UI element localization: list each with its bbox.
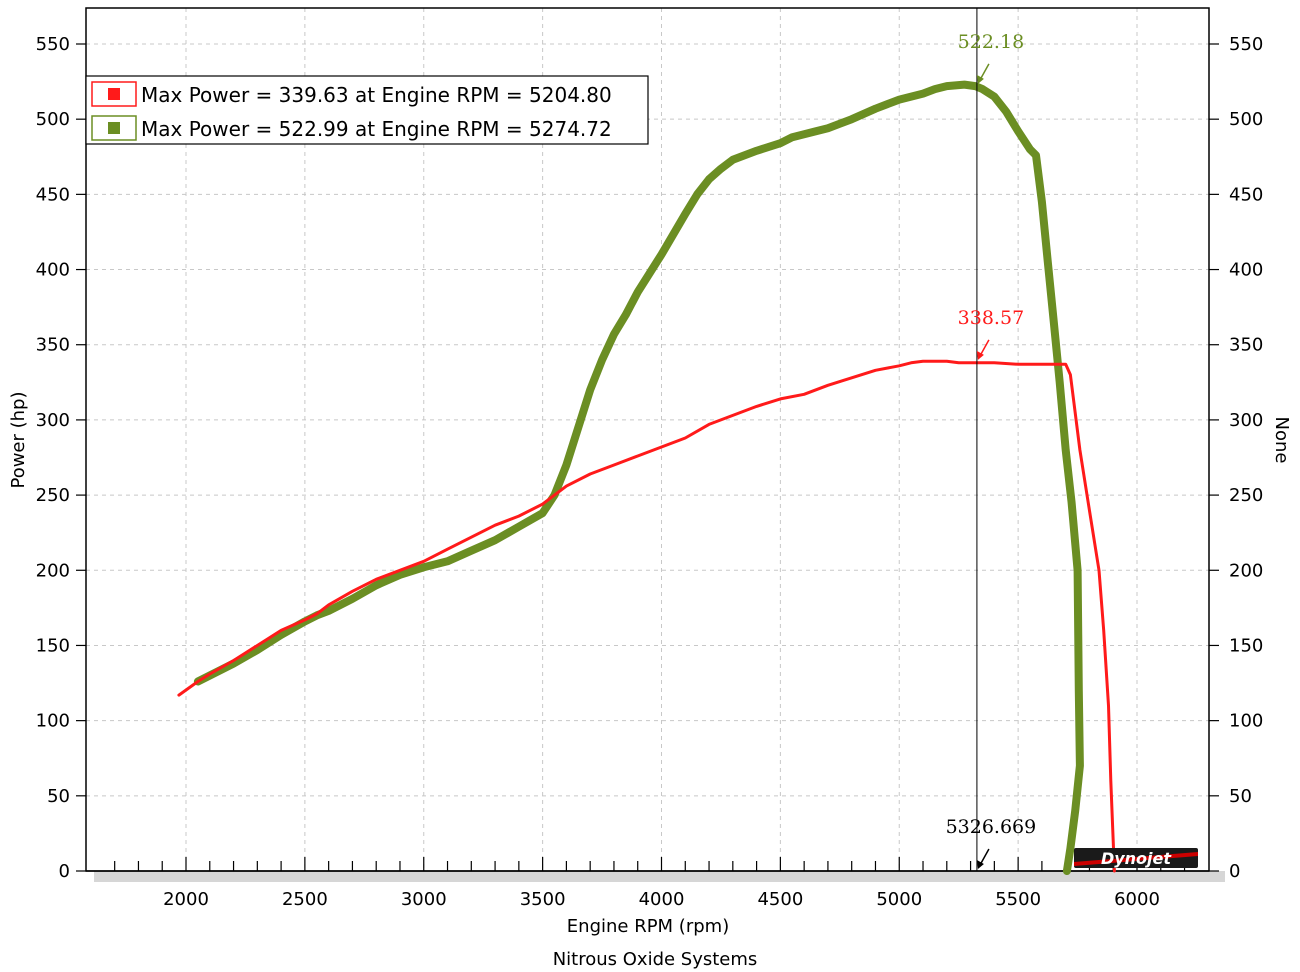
annotation-arrowhead [976,74,984,84]
annotation-label: 522.18 [958,31,1024,53]
y-tick-label-left: 150 [36,635,70,656]
annotation-label: 5326.669 [946,816,1037,838]
y-tick-label-right: 450 [1229,184,1263,205]
legend: Max Power = 339.63 at Engine RPM = 5204.… [85,75,649,145]
x-tick-label: 2500 [282,889,328,910]
series-line-2 [193,80,1084,875]
annotation-arrowhead [976,350,984,360]
annotation-arrowhead [976,860,984,869]
x-axis-title: Engine RPM (rpm) [567,916,729,937]
y-tick-label-left: 50 [47,786,70,807]
y-tick-label-left: 300 [36,410,70,431]
y-tick-label-left: 450 [36,184,70,205]
plot-frame [85,7,1210,872]
y2-axis-title: None [1271,417,1292,464]
y-axis-right: 0 50 100 150 200 250 300 350 400 450 500 550 [1209,34,1263,882]
y-tick-label-right: 200 [1229,560,1263,581]
y-tick-label-left: 0 [59,861,70,882]
y-tick-label-right: 400 [1229,260,1263,281]
series-line-1 [177,359,1116,873]
series-layer [177,80,1116,875]
annotation-label: 338.57 [958,307,1024,329]
y-tick-label-right: 550 [1229,34,1263,55]
y-tick-label-right: 50 [1229,786,1252,807]
x-tick-label: 2000 [163,889,209,910]
y-tick-label-left: 550 [36,34,70,55]
x-tick-label: 5000 [876,889,922,910]
logo-stripe [1074,852,1198,866]
chart-subtitle: Nitrous Oxide Systems [553,949,758,970]
y-tick-label-left: 350 [36,335,70,356]
y-axis-title: Power (hp) [8,391,29,488]
logo-text: Dynojet [1101,849,1172,868]
y-tick-label-left: 400 [36,260,70,281]
x-axis: 2000 2500 3000 3500 4000 4500 5000 5500 6000 [163,889,1160,910]
y-tick-label-right: 300 [1229,410,1263,431]
x-tick-label: 6000 [1114,889,1160,910]
x-tick-label: 4500 [757,889,803,910]
legend-swatch [108,122,120,134]
y-axis-left: 0 50 100 150 200 250 300 350 400 450 500 550 [36,34,86,882]
legend-swatch [108,88,120,100]
legend-entry: Max Power = 522.99 at Engine RPM = 5274.… [141,117,612,141]
y-tick-label-left: 200 [36,560,70,581]
y-tick-label-left: 250 [36,485,70,506]
x-tick-label: 3500 [520,889,566,910]
y-tick-label-left: 100 [36,711,70,732]
x-axis-band [94,871,1225,882]
y-tick-label-right: 250 [1229,485,1263,506]
x-tick-label: 3000 [401,889,447,910]
x-tick-label: 4000 [639,889,685,910]
dynojet-logo: Dynojet [1074,848,1198,868]
y-tick-label-left: 500 [36,109,70,130]
x-tick-label: 5500 [995,889,1041,910]
y-tick-label-right: 0 [1229,861,1240,882]
y-tick-label-right: 100 [1229,711,1263,732]
legend-box [85,75,649,145]
y-tick-label-right: 150 [1229,635,1263,656]
y-tick-label-right: 350 [1229,335,1263,356]
legend-entry: Max Power = 339.63 at Engine RPM = 5204.… [141,83,612,107]
annotations: 522.18 338.57 5326.669 [946,31,1037,869]
y-tick-label-right: 500 [1229,109,1263,130]
